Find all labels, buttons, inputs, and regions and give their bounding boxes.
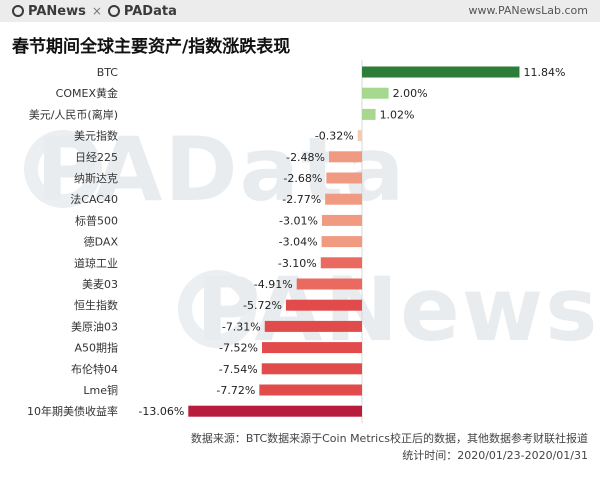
category-label: 道琼工业 — [74, 256, 118, 270]
data-label: -2.68% — [283, 172, 322, 185]
data-label: -2.77% — [282, 193, 321, 206]
padata-logo-icon — [107, 5, 120, 17]
category-label: 日经225 — [75, 151, 118, 164]
bar — [321, 214, 362, 226]
category-label: 美元指数 — [74, 129, 118, 143]
data-label: -2.48% — [286, 151, 325, 164]
data-label: -5.72% — [243, 299, 282, 312]
category-label: 纳斯达克 — [74, 172, 118, 185]
data-label: 2.00% — [393, 87, 428, 100]
category-label: 法CAC40 — [70, 192, 118, 206]
data-source-note: 数据来源：BTC数据来源于Coin Metrics校正后的数据，其他数据参考财联… — [190, 432, 588, 445]
site-url: www.PANewsLab.com — [468, 4, 589, 17]
panews-logo-icon — [12, 5, 24, 17]
data-label: -7.31% — [222, 320, 261, 333]
category-label: COMEX黄金 — [56, 86, 118, 100]
category-label: 10年期美债收益率 — [27, 404, 118, 418]
bar — [325, 193, 362, 205]
bar — [188, 405, 362, 417]
brand-panews: PANews — [28, 3, 86, 19]
bar — [362, 108, 376, 120]
data-label: -3.01% — [279, 214, 318, 227]
bar — [285, 299, 362, 311]
chart-title: 春节期间全球主要资产/指数涨跌表现 — [12, 37, 291, 57]
data-label: -7.72% — [216, 384, 255, 397]
category-label: A50期指 — [74, 341, 118, 355]
bar — [261, 342, 362, 354]
data-label: 11.84% — [523, 66, 565, 79]
data-label: -3.04% — [279, 236, 318, 249]
top-bar: PANews × PAData www.PANewsLab.com — [0, 0, 600, 22]
bar — [320, 257, 362, 269]
bar — [259, 384, 362, 396]
bar — [329, 151, 362, 163]
bar — [326, 172, 362, 184]
category-label: 美原油03 — [71, 319, 118, 333]
bar — [264, 320, 362, 332]
category-label: 恒生指数 — [74, 298, 118, 312]
category-label: 德DAX — [84, 235, 119, 249]
category-label: Lme铜 — [83, 383, 118, 397]
data-label: 1.02% — [380, 108, 415, 121]
category-label: BTC — [97, 66, 119, 79]
data-label: -4.91% — [254, 278, 293, 291]
brand-padata: PAData — [123, 3, 177, 19]
statistics-period-note: 统计时间：2020/01/23-2020/01/31 — [402, 449, 588, 462]
data-label: -13.06% — [138, 405, 184, 418]
bar — [296, 278, 362, 290]
category-label: 美麦03 — [82, 278, 118, 291]
data-label: -3.10% — [278, 257, 317, 270]
category-label: 标普500 — [75, 213, 118, 227]
bar — [362, 87, 389, 99]
category-label: 布伦特04 — [71, 362, 118, 376]
data-label: -7.52% — [219, 342, 258, 355]
data-label: -0.32% — [315, 130, 354, 143]
bar — [261, 363, 362, 375]
bar — [362, 66, 520, 78]
brand-separator: × — [91, 4, 102, 18]
data-label: -7.54% — [219, 363, 258, 376]
bar — [321, 236, 362, 248]
brand: PANews × PAData — [12, 3, 177, 19]
bar — [357, 130, 362, 142]
category-label: 美元/人民币(离岸) — [29, 107, 118, 121]
